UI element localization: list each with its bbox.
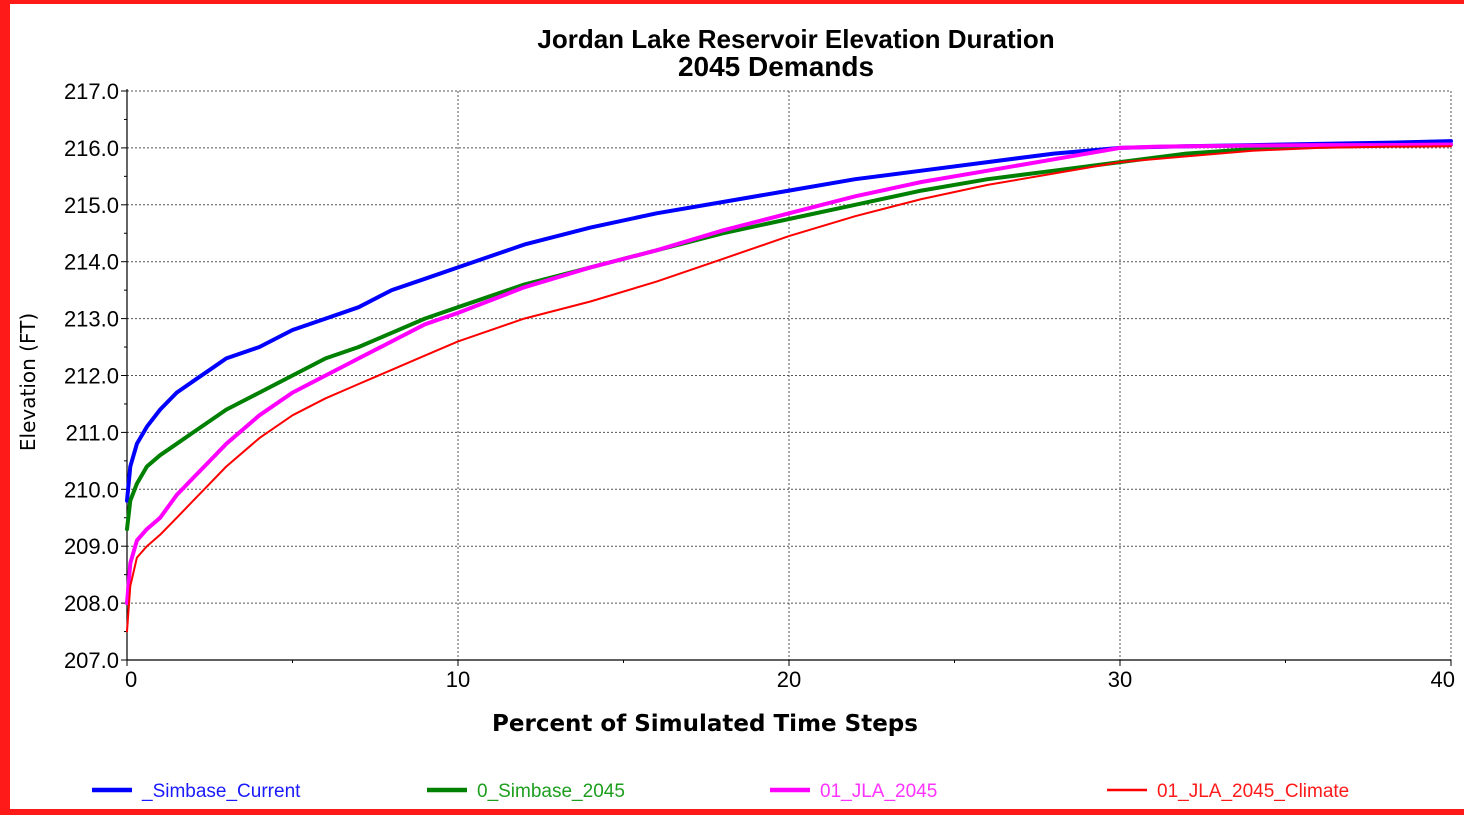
legend-item: 0_Simbase_2045 [427,781,625,802]
y-axis-title: Elevation (FT) [16,313,40,451]
y-tick-label: 217.0 [64,79,119,104]
x-axis-title: Percent of Simulated Time Steps [492,711,918,737]
x-tick-label: 0 [125,667,137,692]
legend-item: 01_JLA_2045_Climate [1107,781,1349,802]
legend-item: _Simbase_Current [92,781,301,802]
x-tick-label: 30 [1108,667,1132,692]
y-tick-label: 213.0 [64,307,119,332]
legend-label: 01_JLA_2045_Climate [1157,781,1349,802]
y-tick-label: 216.0 [64,136,119,161]
series-line-01-jla-2045 [125,142,1453,606]
x-tick-label: 10 [446,667,470,692]
y-tick-label: 212.0 [64,364,119,389]
y-tick-label: 209.0 [64,534,119,559]
legend-label: _Simbase_Current [141,781,301,802]
legend-label: 01_JLA_2045 [820,781,937,802]
chart-title: Jordan Lake Reservoir Elevation Duration [537,24,1054,54]
legend-label: 0_Simbase_2045 [477,781,625,802]
axis-layer [121,89,1452,666]
y-tick-label: 214.0 [64,250,119,275]
y-tick-label: 215.0 [64,193,119,218]
chart-subtitle: 2045 Demands [678,51,874,82]
series-layer [125,139,1453,633]
legend-item: 01_JLA_2045 [770,781,937,802]
x-tick-label: 40 [1431,667,1455,692]
grid-layer [127,90,1452,660]
y-tick-label: 207.0 [64,648,119,673]
x-tick-label: 20 [777,667,801,692]
y-tick-label: 208.0 [64,591,119,616]
legend: _Simbase_Current 0_Simbase_2045 01_JLA_204… [92,781,1349,802]
tick-label-layer: 207.0 208.0 209.0 210.0 211.0 212.0 213.0 214.0… [64,79,1455,692]
y-tick-label: 211.0 [66,420,119,445]
chart-canvas: Jordan Lake Reservoir Elevation Duration… [16,24,1455,802]
series-line-01-jla-2045-climate [126,145,1452,633]
y-tick-label: 210.0 [64,477,119,502]
